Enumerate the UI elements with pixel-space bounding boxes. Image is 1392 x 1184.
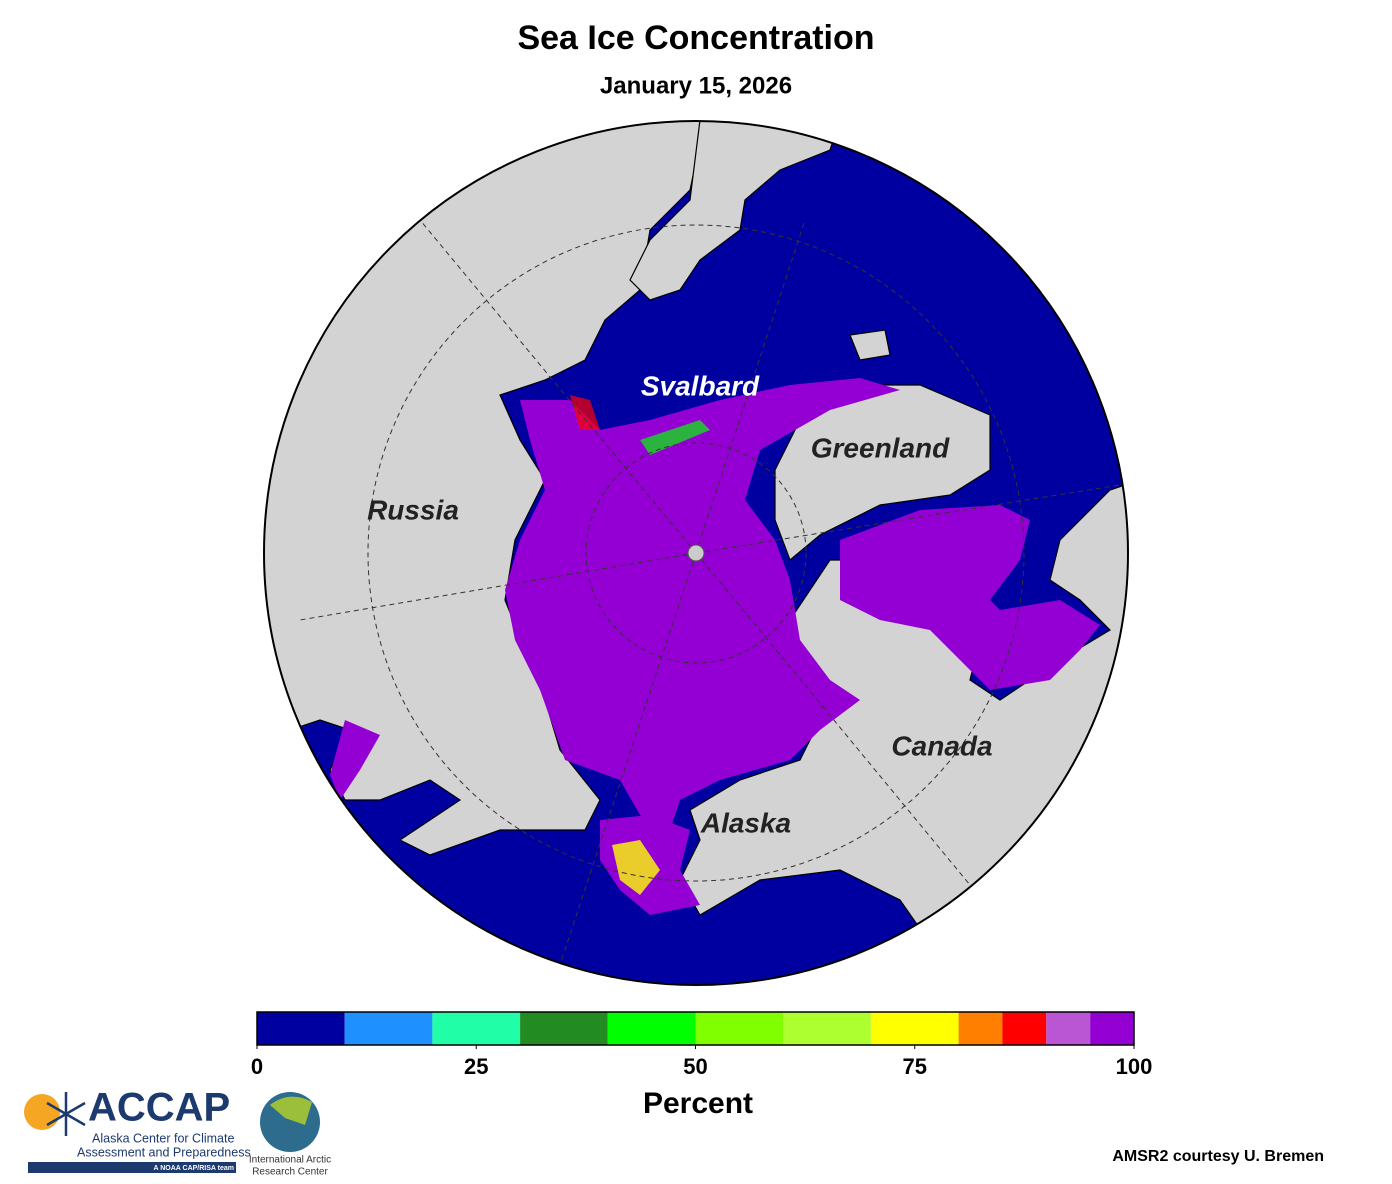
logo-text: International Arctic bbox=[249, 1155, 331, 1166]
ice-archipelago bbox=[840, 505, 1100, 690]
credit: AMSR2 courtesy U. Bremen bbox=[1112, 1148, 1324, 1165]
colorbar-tick-label: 25 bbox=[464, 1054, 488, 1079]
map bbox=[264, 121, 1128, 985]
colorbar-tick-label: 100 bbox=[1116, 1054, 1153, 1079]
logo-text: Research Center bbox=[252, 1167, 328, 1178]
logo-snowflake bbox=[46, 1092, 86, 1136]
land-iceland bbox=[849, 329, 891, 361]
colorbar-bin bbox=[783, 1012, 871, 1045]
colorbar-bin bbox=[958, 1012, 1003, 1045]
logo-band bbox=[28, 1162, 236, 1173]
map-border bbox=[263, 120, 1129, 986]
colorbar: 0 25 50 75 100 bbox=[251, 1011, 1153, 1079]
colorbar-bin bbox=[1046, 1012, 1091, 1045]
logo-sun bbox=[24, 1094, 60, 1130]
region-label: Greenland bbox=[811, 432, 950, 463]
ice-arctic bbox=[505, 378, 900, 830]
logo-tag: A NOAA CAP/RISA team bbox=[153, 1165, 234, 1172]
logo-title: ACCAP bbox=[88, 1086, 230, 1130]
region-label: Svalbard bbox=[641, 370, 760, 401]
colorbar-bin bbox=[607, 1012, 696, 1045]
colorbar-label: Percent bbox=[643, 1087, 753, 1120]
colorbar-tick-label: 75 bbox=[903, 1054, 927, 1079]
ice-edge-greenland-sea bbox=[640, 420, 710, 455]
colorbar-bin bbox=[520, 1012, 608, 1045]
ice-edge-bering bbox=[612, 840, 660, 895]
pole bbox=[687, 544, 705, 562]
iarc-logo: International Arctic Research Center bbox=[249, 1092, 331, 1178]
colorbar-bin bbox=[1090, 1012, 1134, 1045]
colorbar-tick-label: 50 bbox=[683, 1054, 707, 1079]
title: Sea Ice Concentration bbox=[517, 19, 874, 57]
colorbar-bin bbox=[695, 1012, 784, 1045]
colorbar-bin bbox=[870, 1012, 959, 1045]
colorbar-bin bbox=[344, 1012, 433, 1045]
logo-text: Assessment and Preparedness bbox=[77, 1145, 251, 1159]
subtitle: January 15, 2026 bbox=[600, 72, 792, 99]
logo-land bbox=[270, 1096, 312, 1125]
region-label: Alaska bbox=[700, 807, 791, 838]
land-scandinavia bbox=[629, 121, 841, 301]
logo-text: Alaska Center for Climate bbox=[92, 1131, 234, 1145]
graticule bbox=[299, 219, 1121, 981]
colorbar-bin bbox=[432, 1012, 521, 1045]
ice-okhotsk bbox=[330, 720, 380, 800]
colorbar-bin bbox=[1002, 1012, 1047, 1045]
accap-logo: ACCAP Alaska Center for Climate Assessme… bbox=[24, 1086, 251, 1173]
colorbar-tick-label: 0 bbox=[251, 1054, 263, 1079]
ice-edge-barents bbox=[570, 395, 600, 430]
colorbar-bin bbox=[257, 1012, 345, 1045]
region-label: Russia bbox=[367, 494, 459, 525]
region-label: Canada bbox=[891, 730, 992, 761]
